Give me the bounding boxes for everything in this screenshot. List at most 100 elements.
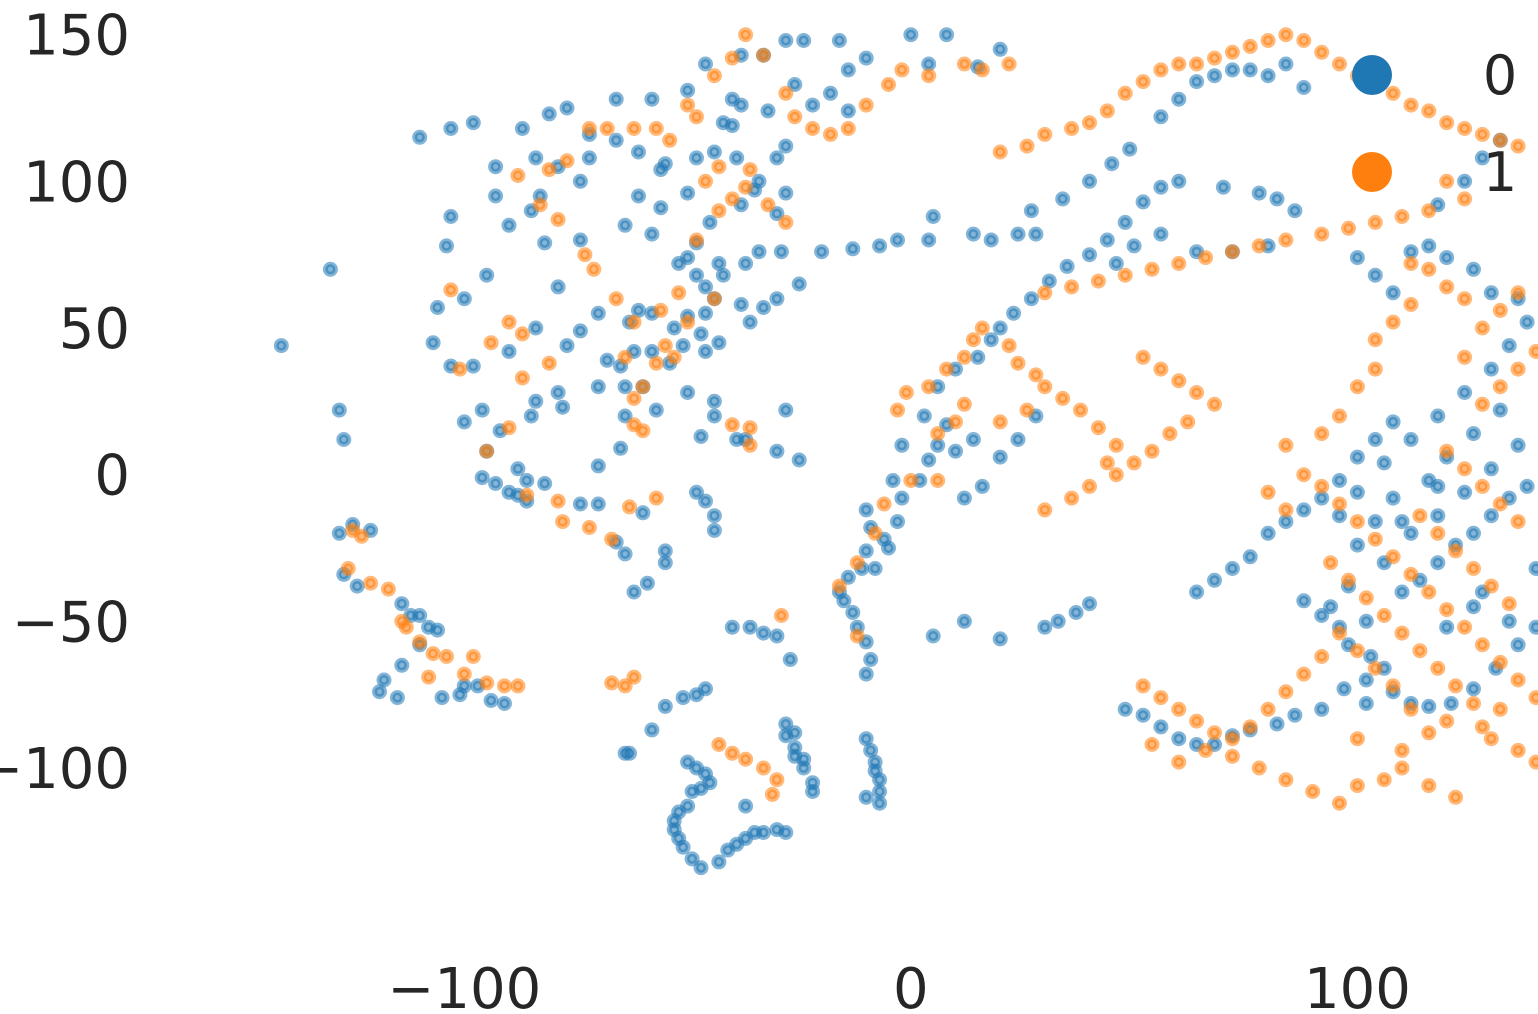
data-point	[617, 349, 633, 365]
data-point	[1457, 121, 1473, 136]
data-point	[376, 672, 392, 688]
data-point	[1394, 760, 1410, 776]
data-point	[1189, 56, 1205, 72]
data-point	[1082, 478, 1097, 494]
data-point	[1439, 602, 1455, 618]
data-point	[501, 344, 517, 359]
data-point	[796, 760, 812, 776]
data-point	[698, 344, 713, 359]
data-point	[698, 173, 713, 189]
data-point	[849, 555, 865, 571]
data-point	[322, 261, 338, 277]
data-point	[1394, 625, 1410, 641]
data-point	[872, 795, 888, 811]
data-point	[532, 197, 548, 213]
data-point	[1421, 725, 1437, 741]
data-point	[363, 575, 379, 591]
data-point	[577, 247, 593, 263]
data-point	[1314, 701, 1330, 717]
data-point	[1224, 62, 1240, 78]
data-point	[1064, 279, 1080, 295]
data-point	[1180, 414, 1196, 430]
data-point	[644, 91, 660, 107]
data-point	[1358, 613, 1374, 629]
data-point	[876, 496, 892, 512]
data-point	[1117, 267, 1133, 283]
data-point	[1466, 681, 1481, 697]
data-point	[1466, 696, 1481, 711]
data-point	[1108, 256, 1124, 271]
data-point	[1439, 443, 1455, 459]
data-point	[1403, 256, 1419, 271]
y-tick-label: 100	[23, 150, 130, 215]
data-point	[1010, 432, 1026, 447]
data-point	[1483, 578, 1499, 594]
data-point	[666, 349, 682, 365]
data-point	[787, 77, 803, 92]
data-point	[1207, 68, 1222, 84]
data-point	[528, 320, 544, 336]
data-point	[724, 745, 740, 761]
data-point	[1117, 701, 1133, 717]
data-point	[590, 496, 606, 512]
data-point	[1260, 525, 1276, 541]
data-point	[1483, 508, 1499, 524]
data-point	[1439, 713, 1455, 729]
data-point	[858, 502, 874, 518]
data-point	[921, 68, 937, 84]
data-point	[1385, 414, 1401, 430]
data-point	[689, 232, 704, 248]
data-point	[872, 772, 888, 788]
data-point	[711, 256, 727, 271]
data-point	[572, 496, 588, 512]
data-point	[1501, 613, 1517, 629]
data-point	[1358, 696, 1374, 711]
data-point	[1278, 27, 1294, 43]
data-point	[680, 385, 696, 400]
data-point	[769, 150, 785, 166]
data-point	[1073, 402, 1088, 418]
data-point	[1483, 731, 1499, 747]
data-point	[840, 121, 856, 136]
data-point	[1296, 502, 1312, 518]
data-point	[572, 232, 588, 248]
data-point	[1171, 754, 1187, 770]
data-point	[965, 226, 981, 242]
data-point	[1501, 596, 1517, 612]
data-point	[675, 690, 691, 706]
data-point	[662, 132, 678, 148]
data-point	[514, 326, 530, 342]
data-point	[1135, 349, 1151, 365]
data-point	[1171, 731, 1187, 747]
data-point	[510, 461, 526, 477]
data-point	[479, 675, 495, 691]
data-point	[523, 408, 539, 424]
data-point	[1135, 707, 1151, 723]
data-point	[1412, 508, 1428, 524]
data-point	[1278, 502, 1294, 518]
data-point	[452, 687, 468, 703]
data-point	[648, 355, 664, 371]
data-point	[1059, 258, 1075, 274]
data-point	[1082, 247, 1097, 263]
data-point	[738, 798, 754, 814]
data-point	[956, 396, 972, 412]
legend-label-series-0: 0	[1483, 44, 1517, 107]
data-point	[550, 279, 566, 295]
data-point	[572, 323, 588, 339]
data-point	[1466, 561, 1481, 576]
data-point	[684, 851, 700, 867]
data-point	[706, 144, 722, 160]
data-point	[644, 226, 660, 242]
data-point	[1367, 267, 1383, 283]
data-point	[706, 291, 722, 307]
data-point	[760, 197, 776, 213]
data-point	[483, 335, 499, 351]
data-point	[1367, 514, 1383, 530]
data-point	[698, 56, 713, 72]
data-point	[1189, 584, 1205, 600]
data-point	[1349, 250, 1365, 266]
data-point	[1314, 608, 1330, 623]
data-point	[1090, 420, 1106, 436]
data-point	[992, 449, 1008, 465]
